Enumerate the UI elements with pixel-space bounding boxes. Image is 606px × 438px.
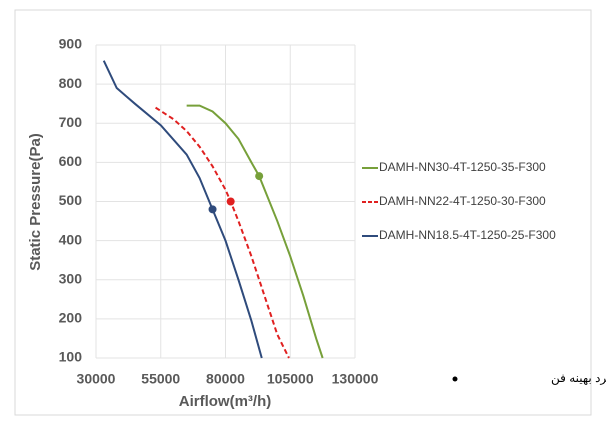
x-axis-title: Airflow(m³/h) — [179, 393, 271, 410]
x-tick-label: 55000 — [141, 371, 180, 387]
x-tick-label: 130000 — [332, 371, 379, 387]
y-tick-label: 800 — [59, 75, 83, 91]
operating-point — [226, 197, 235, 206]
x-tick-label: 30000 — [77, 371, 116, 387]
y-axis-title: Static Pressure(Pa) — [27, 133, 44, 271]
y-tick-label: 700 — [59, 114, 83, 130]
y-tick-label: 300 — [59, 270, 83, 286]
point-legend-label: نقطه عملکرد بهینه فن — [551, 371, 606, 385]
point-legend-marker — [452, 376, 458, 382]
legend-label: DAMH-NN30-4T-1250-35-F300 — [379, 160, 546, 174]
x-tick-label: 80000 — [206, 371, 245, 387]
y-tick-label: 500 — [59, 192, 83, 208]
operating-point — [208, 205, 217, 214]
y-tick-label: 200 — [59, 310, 83, 326]
operating-point — [255, 172, 264, 181]
chart-frame — [14, 9, 592, 416]
y-tick-label: 900 — [59, 36, 83, 52]
series-line — [102, 60, 263, 359]
y-tick-label: 100 — [59, 349, 83, 365]
series-line — [155, 106, 290, 359]
series-line — [186, 104, 324, 359]
y-tick-label: 600 — [59, 153, 83, 169]
legend-label: DAMH-NN18.5-4T-1250-25-F300 — [379, 228, 556, 242]
legend-label: DAMH-NN22-4T-1250-30-F300 — [379, 194, 546, 208]
y-tick-label: 400 — [59, 231, 83, 247]
x-tick-label: 105000 — [267, 371, 314, 387]
